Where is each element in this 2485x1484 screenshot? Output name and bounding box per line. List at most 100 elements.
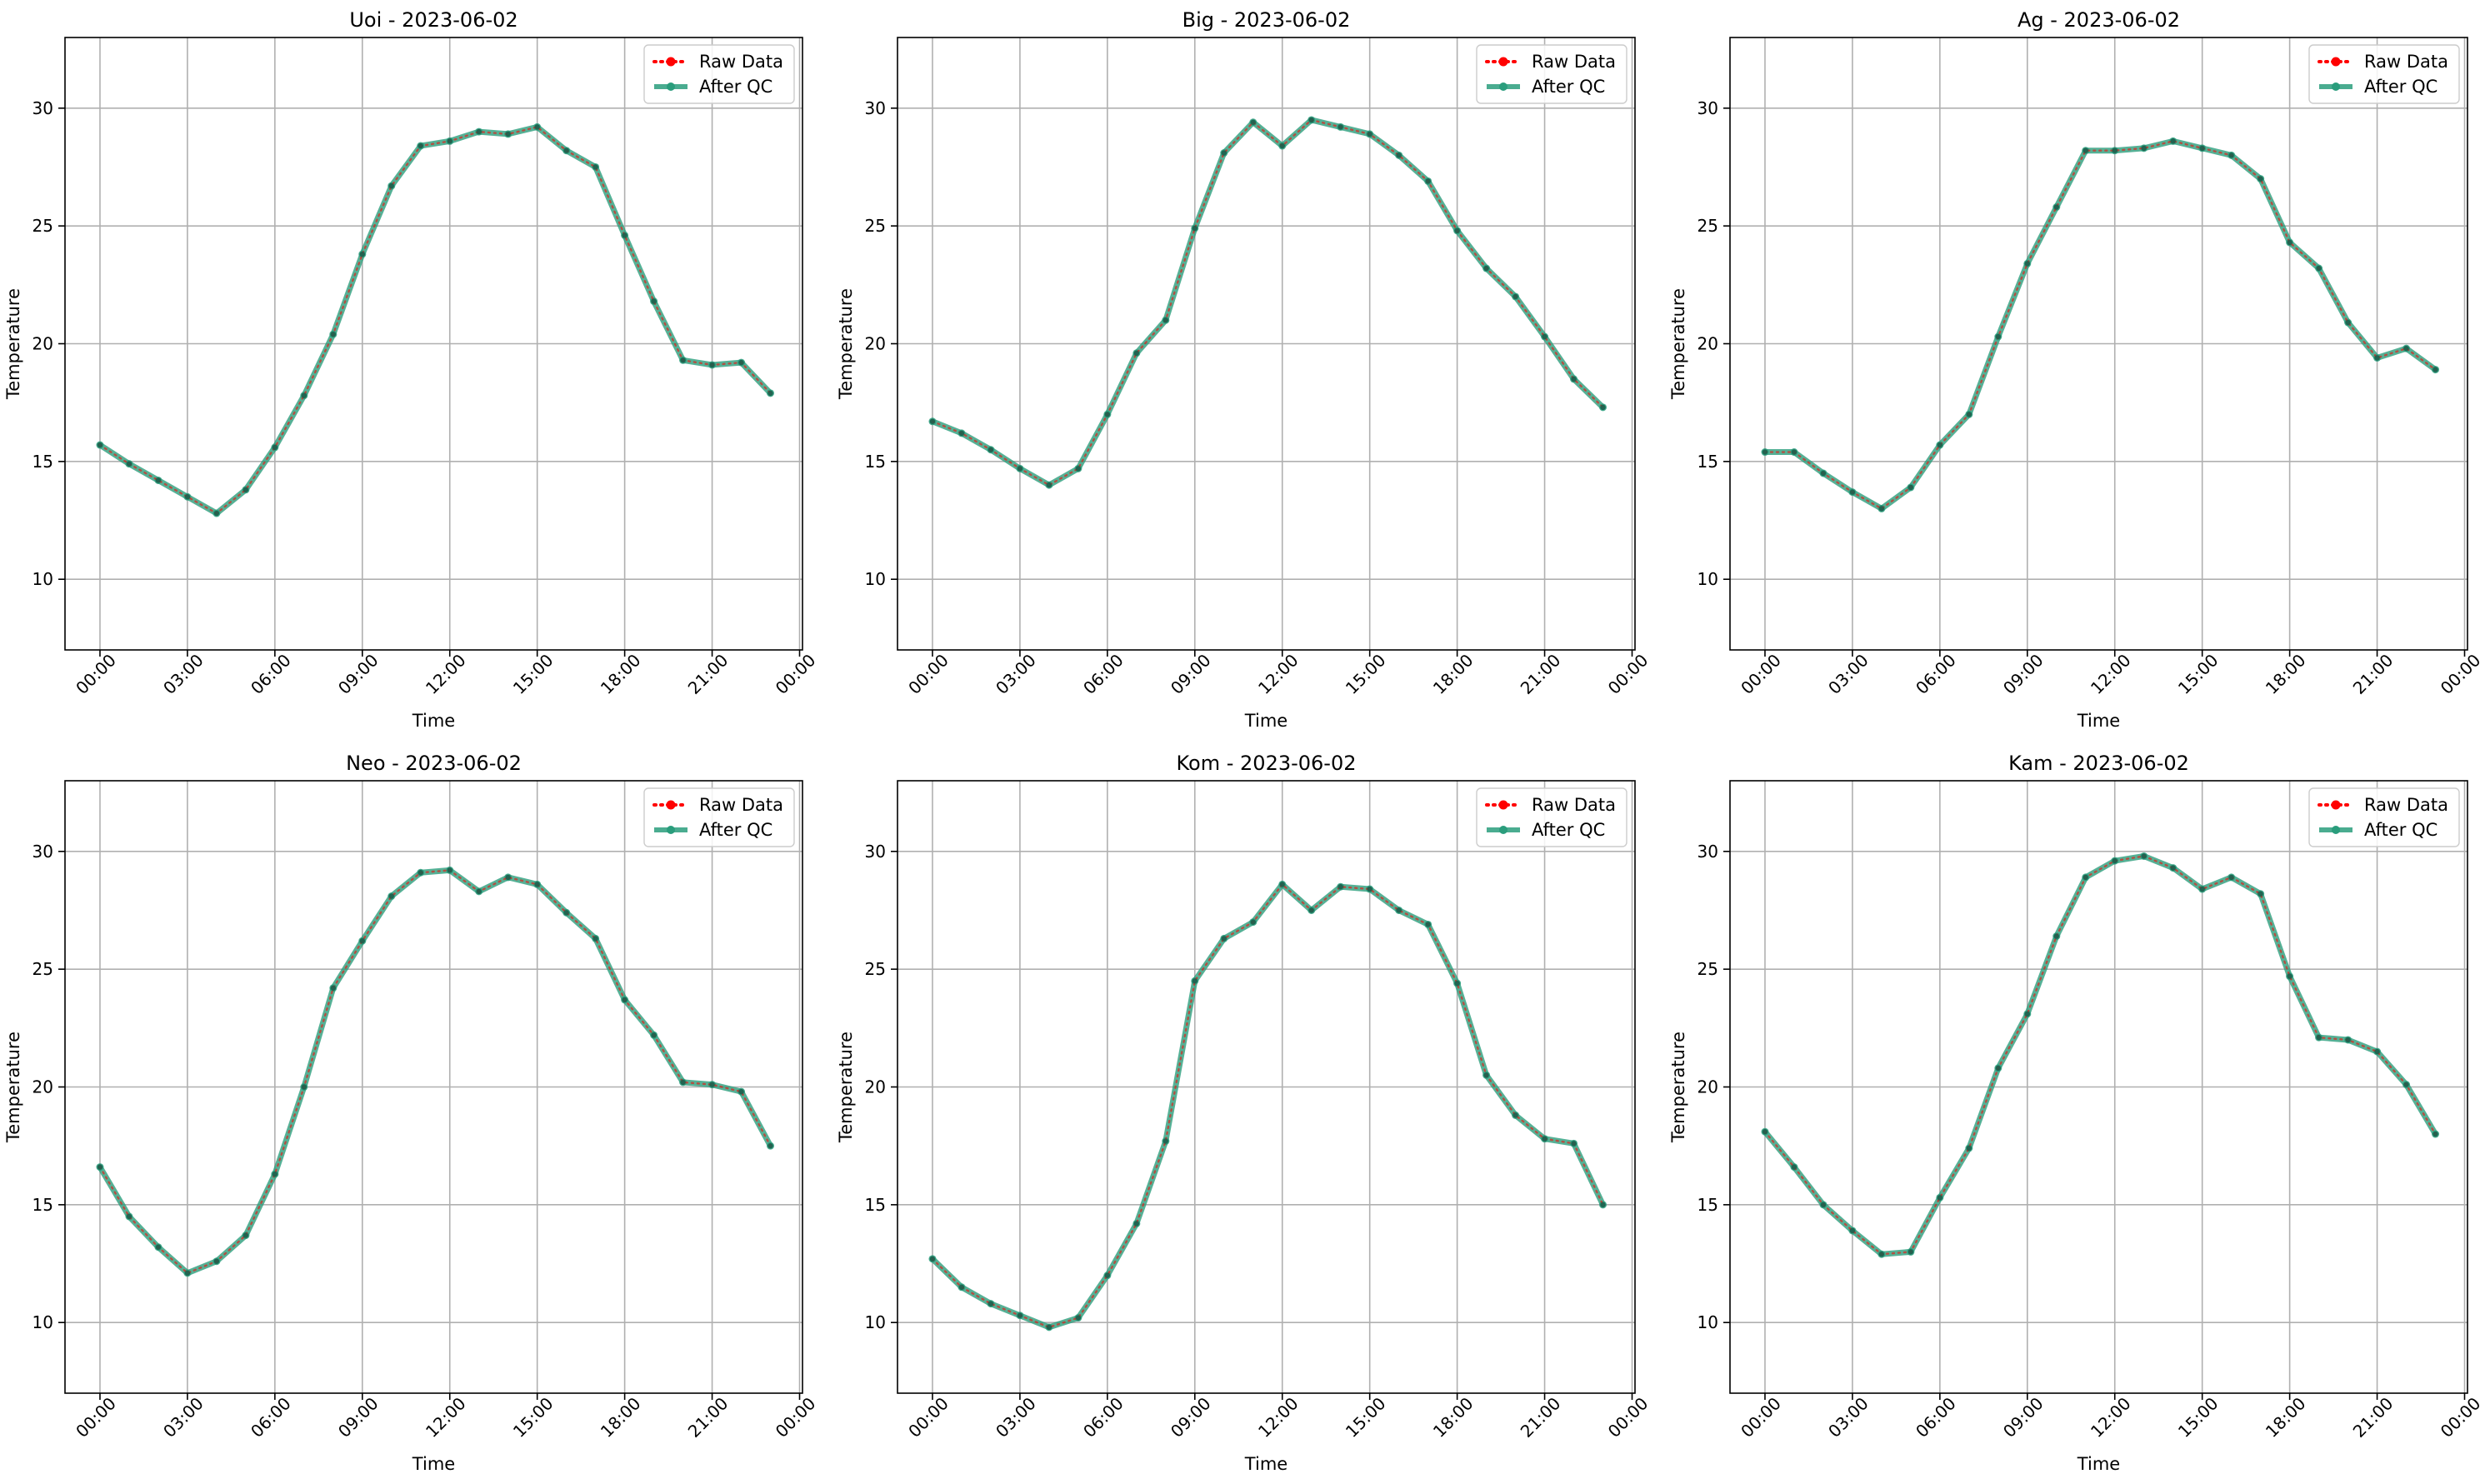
legend: Raw Data After QC [1476,44,1628,104]
x-tick-label: 06:00 [247,1393,295,1442]
raw-data-point [534,124,540,130]
raw-data-point [534,882,540,887]
legend-qc-marker [2332,82,2340,91]
raw-data-point [1937,442,1943,448]
raw-data-point [2316,1034,2322,1041]
y-tick-label: 10 [32,1312,53,1332]
raw-data-point [680,357,686,363]
raw-data-point [1162,1138,1169,1144]
y-tick-label: 30 [32,842,53,862]
x-tick-label: 15:00 [2174,1393,2222,1442]
x-tick-label: 21:00 [1517,650,1565,698]
raw-data-point [2053,933,2059,939]
raw-data-point [2082,874,2088,881]
x-tick-label: 06:00 [1079,650,1128,698]
raw-data-point [1966,412,1972,417]
y-tick-label: 10 [1698,569,1718,589]
raw-data-point [1878,1252,1885,1257]
raw-data-point [1017,466,1023,472]
raw-data-point [2258,891,2263,897]
raw-data-point [359,938,365,944]
raw-data-point [301,1084,308,1090]
y-tick-label: 20 [865,334,886,354]
raw-data-point [1454,227,1460,234]
x-axis-label: Time [2077,711,2120,731]
x-tick-label: 15:00 [509,1393,558,1442]
y-tick-label: 25 [1698,216,1718,236]
series-line-raw-data [1763,855,2437,1256]
raw-data-point [2024,261,2030,267]
raw-data-point [2112,857,2118,864]
raw-data-point [1966,1145,1972,1152]
raw-data-point [651,1032,657,1038]
raw-data-point [2374,1048,2380,1055]
raw-data-point [1995,333,2002,340]
chart-panel-5: 00:00 03:00 06:00 09:00 12:00 15:00 18:00 21:00… [836,752,1652,1474]
raw-data-point [2112,147,2118,153]
x-tick-label: 12:00 [1254,1393,1302,1442]
y-tick-label: 10 [32,569,53,589]
raw-data-point [272,444,278,451]
x-tick-label: 03:00 [1824,1393,1872,1442]
x-tick-label: 12:00 [422,650,470,698]
x-tick-label: 09:00 [1167,650,1215,698]
raw-data-point [418,870,423,876]
y-axis-label: Temperature [1668,1032,1688,1143]
y-axis-label: Temperature [1668,288,1688,400]
chart-panel-6: 00:00 03:00 06:00 09:00 12:00 15:00 18:00 21:00… [1668,752,2484,1474]
x-tick-label: 18:00 [1429,1393,1478,1442]
raw-data-point [2082,147,2088,153]
raw-data-point [1542,1136,1548,1142]
raw-data-point [1104,1272,1111,1278]
raw-data-point [184,494,191,500]
raw-data-point [1133,350,1140,357]
y-tick-label: 20 [1698,334,1718,354]
x-tick-label: 12:00 [2087,650,2135,698]
y-tick-label: 25 [1698,959,1718,979]
raw-data-point [2374,355,2380,361]
raw-data-point [1571,1141,1577,1147]
raw-data-point [1908,484,1914,491]
y-axis-label: Temperature [836,1032,856,1143]
raw-data-point [1221,936,1227,942]
y-tick-label: 15 [1698,452,1718,472]
legend-qc-marker [2332,826,2340,834]
raw-data-point [680,1079,686,1086]
y-tick-label: 10 [865,569,886,589]
legend-qc-label: After QC [699,77,772,97]
x-tick-label: 00:00 [1737,650,1785,698]
raw-data-point [1279,142,1285,149]
legend: Raw Data After QC [2308,44,2460,104]
chart-title: Kom - 2023-06-02 [1177,752,1357,775]
legend-raw-label: Raw Data [2364,52,2448,72]
x-tick-label: 00:00 [1604,1393,1652,1442]
raw-data-point [709,1082,715,1087]
x-axis-label: Time [412,711,455,731]
raw-data-point [242,487,249,492]
series-line-after-qc [929,881,1607,1331]
raw-data-point [958,430,965,437]
y-tick-label: 15 [865,452,886,472]
y-tick-label: 30 [1698,98,1718,118]
raw-data-point [738,359,744,366]
x-tick-label: 00:00 [904,1393,952,1442]
series-line-after-qc [97,123,774,517]
x-tick-label: 03:00 [992,1393,1040,1442]
raw-data-point [1425,178,1431,184]
y-tick-label: 20 [32,1077,53,1097]
raw-data-point [1512,1112,1518,1118]
legend-qc-label: After QC [1532,820,1605,840]
raw-data-point [958,1284,965,1290]
raw-data-point [1162,317,1169,323]
y-tick-label: 30 [865,842,886,862]
raw-data-point [1338,884,1343,890]
raw-data-point [2228,874,2234,881]
raw-data-point [505,131,511,137]
raw-data-point [1791,449,1798,455]
legend: Raw Data After QC [643,44,795,104]
raw-data-point [2345,319,2351,326]
legend-qc-marker [1499,826,1508,834]
raw-data-point [1762,1129,1768,1135]
raw-data-point [1250,119,1256,125]
y-tick-label: 20 [1698,1077,1718,1097]
